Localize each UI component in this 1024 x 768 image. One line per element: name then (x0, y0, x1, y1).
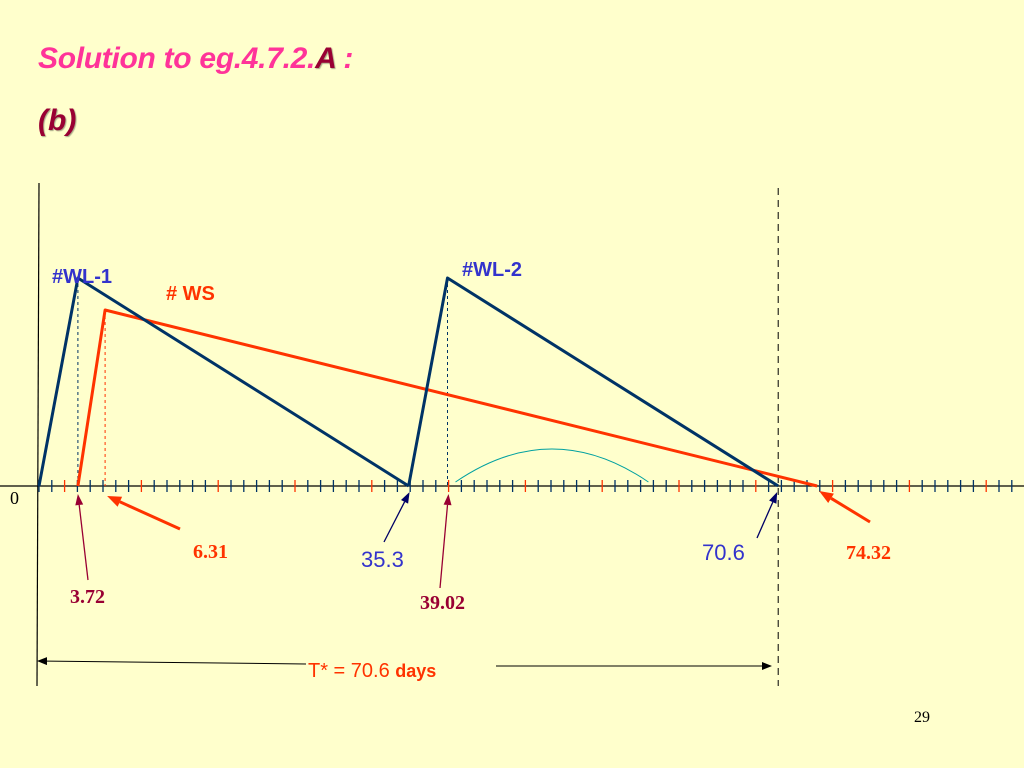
ws-label: # WS (166, 283, 215, 305)
y-axis (36, 182, 40, 687)
page-number: 29 (914, 709, 930, 726)
marker-70-6-label: 70.6 (702, 540, 745, 565)
marker-3-72-label: 3.72 (70, 586, 105, 608)
marker-35-3-label: 35.3 (361, 547, 404, 572)
wl1-inventory-line (37, 276, 410, 488)
slide-title-suffix: : (335, 42, 354, 75)
marker-6-31-arrow (119, 500, 181, 531)
marker-39-02-arrow (439, 504, 449, 589)
cycle-length-value: T* = 70.6 (308, 660, 395, 682)
marker-35-3-arrow (383, 501, 406, 543)
wl2-label: #WL-2 (462, 259, 522, 281)
slide-title-prefix: Solution to eg.4.7.2. (38, 42, 316, 75)
slide-title-accent: A (315, 42, 336, 75)
ws-inventory-line (76, 308, 818, 488)
slide-subtitle: (b) (38, 104, 77, 137)
marker-70-6-arrow (756, 501, 774, 539)
wl2-inventory-line (407, 276, 779, 488)
cycle-arrow-left (37, 657, 307, 666)
marker-74-32-arrow (830, 497, 871, 524)
marker-35-3-arrowhead (401, 492, 410, 504)
idle-period-arc (455, 448, 649, 483)
marker-6-31-label: 6.31 (193, 541, 228, 563)
marker-3-72-arrowhead (75, 494, 84, 506)
marker-74-32-label: 74.32 (846, 542, 891, 564)
wl1-label: #WL-1 (52, 266, 112, 288)
cycle-length-unit: days (395, 661, 436, 681)
cycle-length-label: T* = 70.6 days (308, 660, 436, 682)
origin-label: 0 (10, 488, 19, 508)
marker-39-02-label: 39.02 (420, 592, 465, 614)
marker-3-72-arrow (78, 504, 89, 581)
marker-6-31-arrowhead (107, 496, 123, 507)
slide-title: Solution to eg.4.7.2.A : (38, 42, 353, 76)
x-axis-ticks (38, 480, 1013, 492)
marker-39-02-arrowhead (443, 494, 452, 506)
marker-70-6-arrowhead (769, 492, 778, 504)
marker-74-32-arrowhead (819, 491, 834, 503)
